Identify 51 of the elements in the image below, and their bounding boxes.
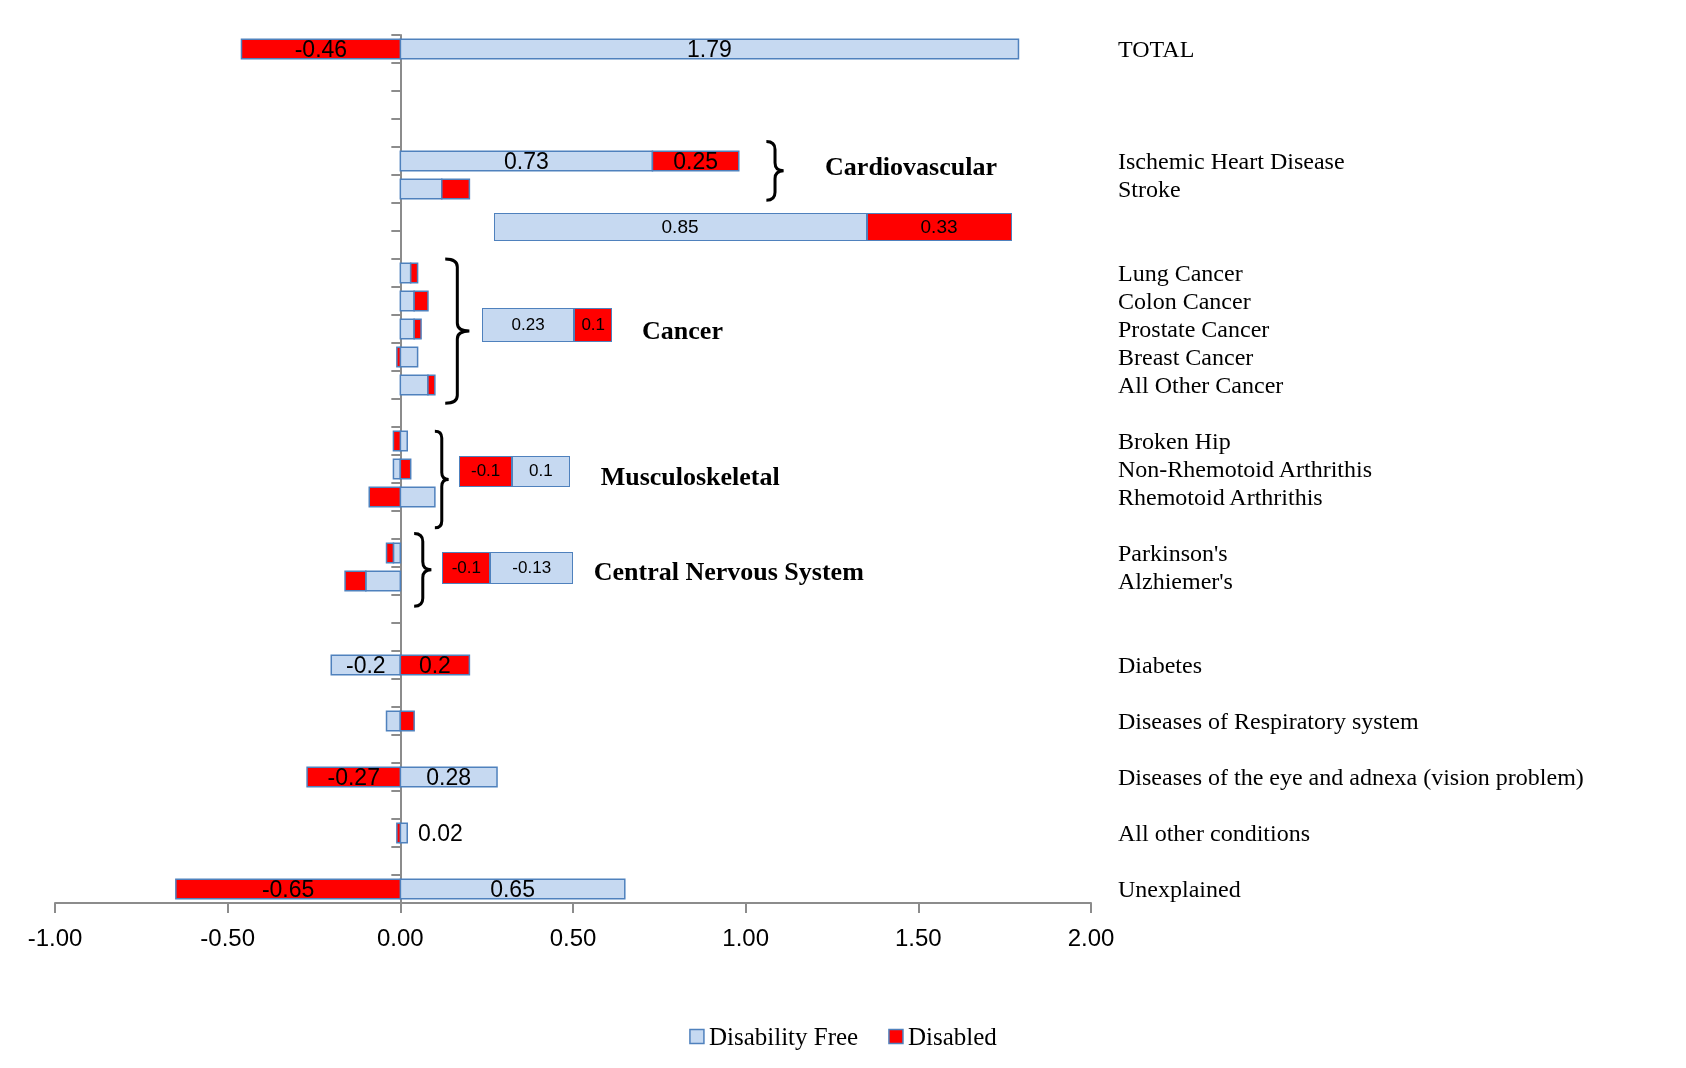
y-tick-label: Rhemotoid Arthrithis xyxy=(1118,484,1323,510)
bar xyxy=(399,346,419,368)
callout-tile: 0.1 xyxy=(511,455,570,487)
x-tick-label: -1.00 xyxy=(27,923,83,951)
data-label: 0.73 xyxy=(504,148,549,174)
callout-tile: 0.85 xyxy=(493,212,867,241)
legend-label: Disabled xyxy=(907,1023,998,1050)
callout-tile: 0.33 xyxy=(866,212,1012,241)
y-tick-label: Diseases of Respiratory system xyxy=(1118,708,1419,734)
callout-tile: -0.1 xyxy=(459,455,512,487)
y-tick-label: Non-Rhemotoid Arthrithis xyxy=(1118,456,1372,482)
x-tick-label: 1.00 xyxy=(722,923,770,951)
callout-tile: 0.23 xyxy=(481,308,575,342)
y-tick-label: All other conditions xyxy=(1118,820,1310,846)
y-tick-label: Broken Hip xyxy=(1118,428,1231,454)
y-tick-label: All Other Cancer xyxy=(1118,372,1284,398)
data-label: 0.65 xyxy=(490,876,535,902)
callout-tile: -0.1 xyxy=(442,552,491,585)
x-tick-label: -0.50 xyxy=(200,923,256,951)
y-tick-label: Prostate Cancer xyxy=(1118,316,1270,342)
legend-label: Disability Free xyxy=(708,1023,859,1050)
data-label: -0.27 xyxy=(327,764,380,790)
x-tick-label: 2.00 xyxy=(1067,923,1115,951)
data-label: 0.02 xyxy=(417,820,463,846)
y-tick-label: Stroke xyxy=(1118,176,1181,202)
callout-tile: -0.13 xyxy=(490,552,573,585)
x-tick-label: 1.50 xyxy=(894,923,942,951)
y-tick-label: Ischemic Heart Disease xyxy=(1118,148,1345,174)
data-label: -0.46 xyxy=(294,36,348,62)
y-tick-label: Alzhiemer's xyxy=(1118,568,1233,594)
y-tick-label: Diabetes xyxy=(1118,652,1202,678)
callout-tile: 0.1 xyxy=(574,308,612,342)
y-tick-label: Breast Cancer xyxy=(1118,344,1254,370)
annotation: Central Nervous System xyxy=(593,556,865,586)
y-tick-label: Colon Cancer xyxy=(1118,288,1251,314)
data-label: 0.2 xyxy=(418,652,451,678)
annotation: Cancer xyxy=(642,315,723,345)
x-tick-label: 0.00 xyxy=(376,923,424,951)
data-label: 0.25 xyxy=(673,148,718,174)
data-label: 1.79 xyxy=(687,36,732,62)
y-tick-label: Parkinson's xyxy=(1118,540,1228,566)
data-label: -0.65 xyxy=(261,876,315,902)
y-tick-label: Unexplained xyxy=(1118,876,1241,902)
data-label: -0.2 xyxy=(345,652,386,678)
data-label: 0.28 xyxy=(426,764,472,790)
y-tick-label: Diseases of the eye and adnexa (vision problem) xyxy=(1118,764,1584,790)
y-tick-label: Lung Cancer xyxy=(1118,260,1243,286)
annotation: Cardiovascular xyxy=(825,152,997,182)
annotation: Musculoskeletal xyxy=(600,462,780,492)
x-tick-label: 0.50 xyxy=(549,923,597,951)
y-tick-label: TOTAL xyxy=(1118,36,1195,62)
